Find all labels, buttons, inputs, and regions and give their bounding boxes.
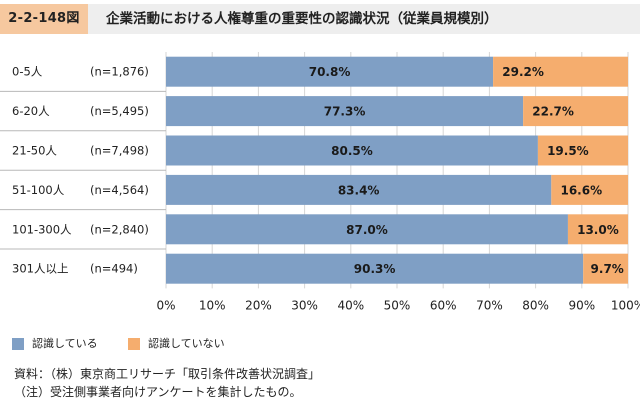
sample-size-label: (n=4,564) bbox=[90, 183, 149, 197]
bar-recognized bbox=[166, 253, 584, 284]
data-label-recognized: 70.8% bbox=[309, 65, 351, 79]
category-label: 101-300人 bbox=[12, 222, 72, 236]
x-tick-label: 90% bbox=[568, 298, 595, 312]
bar-not-recognized bbox=[583, 253, 628, 284]
x-tick-label: 60% bbox=[430, 298, 457, 312]
category-label: 0-5人 bbox=[12, 65, 43, 79]
x-tick-label: 10% bbox=[199, 298, 226, 312]
data-label-not-recognized: 22.7% bbox=[532, 105, 574, 119]
x-tick-label: 100% bbox=[611, 298, 640, 312]
bar-not-recognized bbox=[523, 96, 628, 127]
sample-size-label: (n=5,495) bbox=[90, 104, 149, 118]
x-tick-label: 80% bbox=[522, 298, 549, 312]
sample-size-label: (n=1,876) bbox=[90, 65, 149, 79]
footnote: （注）受注側事業者向けアンケートを集計したもの。 bbox=[14, 385, 302, 399]
data-label-recognized: 80.5% bbox=[331, 144, 373, 158]
legend-swatch-not-recognized bbox=[128, 338, 140, 350]
category-label: 21-50人 bbox=[12, 144, 57, 158]
stacked-bar-chart: 0-5人 (n=1,876) 70.8% 29.2% 6-20人 (n=5,495) 77.… bbox=[0, 52, 640, 312]
data-label-not-recognized: 29.2% bbox=[502, 65, 544, 79]
data-label-recognized: 90.3% bbox=[354, 262, 396, 276]
data-label-not-recognized: 9.7% bbox=[591, 262, 624, 276]
bar-not-recognized bbox=[537, 135, 628, 166]
category-label: 51-100人 bbox=[12, 183, 65, 197]
legend-label-recognized: 認識している bbox=[32, 337, 98, 350]
data-label-recognized: 77.3% bbox=[324, 105, 366, 119]
legend-label-not-recognized: 認識していない bbox=[148, 337, 225, 350]
bar-recognized bbox=[166, 214, 568, 245]
bar-recognized bbox=[166, 135, 538, 166]
bar-not-recognized bbox=[567, 214, 628, 245]
title-bar: 2-2-148図 企業活動における人権尊重の重要性の認識状況（従業員規模別） bbox=[0, 4, 640, 34]
x-tick-label: 40% bbox=[337, 298, 364, 312]
data-label-recognized: 83.4% bbox=[338, 183, 380, 197]
figure-number: 2-2-148図 bbox=[0, 4, 88, 34]
data-label-not-recognized: 13.0% bbox=[577, 223, 619, 237]
bar-recognized bbox=[166, 56, 494, 87]
x-tick-label: 30% bbox=[291, 298, 318, 312]
bar-not-recognized bbox=[493, 56, 628, 87]
x-tick-label: 70% bbox=[476, 298, 503, 312]
data-label-recognized: 87.0% bbox=[346, 223, 388, 237]
x-tick-label: 20% bbox=[245, 298, 272, 312]
sample-size-label: (n=494) bbox=[90, 262, 138, 276]
bar-recognized bbox=[166, 174, 552, 205]
sample-size-label: (n=7,498) bbox=[90, 144, 149, 158]
data-label-not-recognized: 19.5% bbox=[547, 144, 589, 158]
x-tick-label: 0% bbox=[156, 298, 175, 312]
category-label: 301人以上 bbox=[12, 262, 68, 276]
x-tick-label: 50% bbox=[384, 298, 411, 312]
chart-title: 企業活動における人権尊重の重要性の認識状況（従業員規模別） bbox=[106, 11, 498, 27]
bar-not-recognized bbox=[551, 174, 628, 205]
category-label: 6-20人 bbox=[12, 104, 50, 118]
legend-swatch-recognized bbox=[12, 338, 24, 350]
bar-recognized bbox=[166, 96, 524, 127]
source-note: 資料：（株）東京商工リサーチ「取引条件改善状況調査」 bbox=[14, 367, 321, 381]
sample-size-label: (n=2,840) bbox=[90, 222, 149, 236]
data-label-not-recognized: 16.6% bbox=[560, 183, 602, 197]
